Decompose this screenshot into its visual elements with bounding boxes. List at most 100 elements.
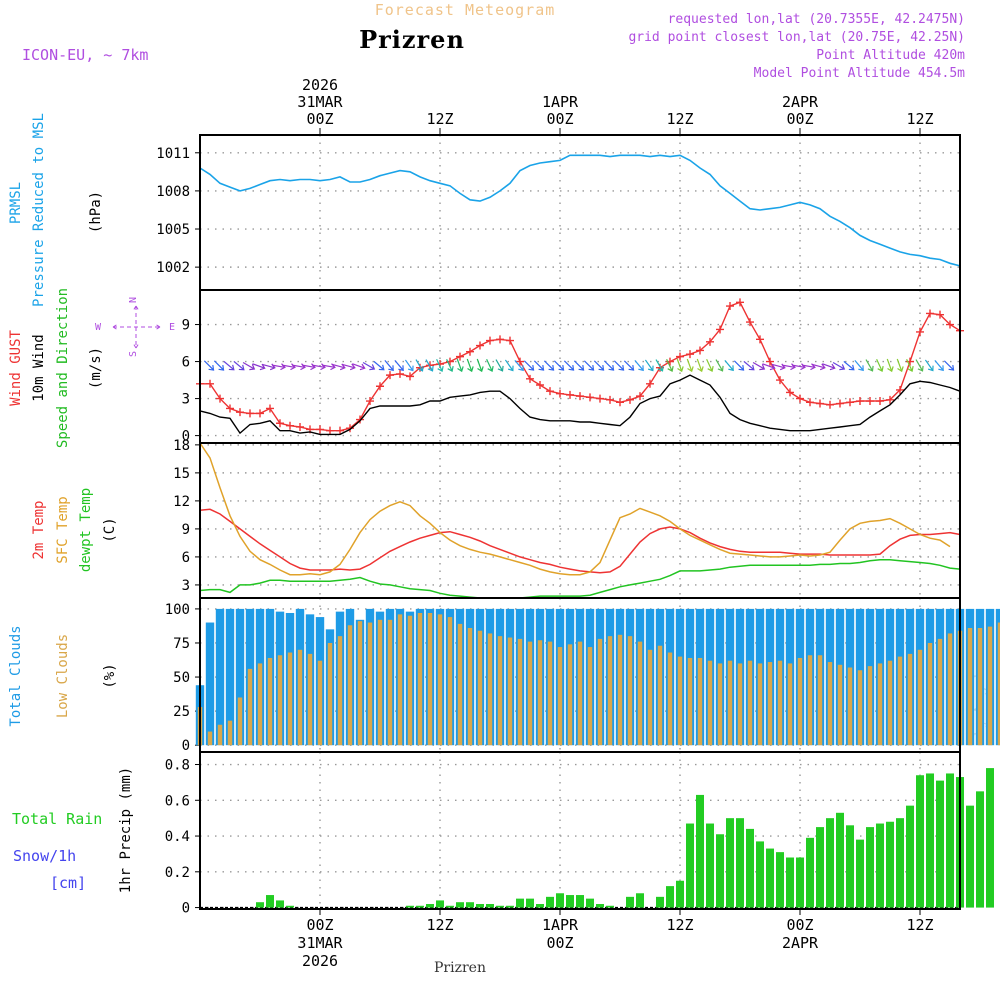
wind-arrow-icon [613, 360, 625, 371]
wind-arrow-stroke [573, 360, 585, 371]
gust-marker [936, 310, 944, 319]
wind-arrow-icon [906, 358, 914, 372]
bottom-time-label: 12Z [906, 916, 933, 934]
low-cloud-bar [807, 655, 813, 746]
wind-arrow-stroke [384, 359, 394, 372]
wind-arrow-icon [934, 359, 944, 372]
total-clouds-label: Total Clouds [8, 625, 24, 726]
low-cloud-bar [857, 670, 863, 746]
low-cloud-bar [267, 657, 273, 746]
wind-arrow-icon [623, 360, 635, 371]
rain-bar [256, 902, 264, 908]
low-cloud-bar [517, 638, 523, 746]
model-name: ICON-EU, ~ 7km [22, 46, 148, 64]
gust-marker [916, 327, 924, 336]
low-clouds-label: Low Clouds [55, 634, 71, 718]
rain-bar [866, 827, 874, 908]
wind-arrow-icon [715, 359, 724, 372]
wind-arrow-icon [733, 360, 745, 371]
wind-direction-label: Speed and Direction [55, 288, 71, 448]
gust-marker [706, 337, 714, 346]
wind-arrow-stroke [504, 359, 514, 372]
gust-marker [946, 320, 954, 329]
wind-arrow-stroke [456, 358, 464, 373]
compass-south: S [128, 351, 139, 357]
wind-arrow-stroke [213, 360, 225, 371]
wind-arrow-icon [644, 359, 654, 372]
rain-bar [896, 818, 904, 908]
dewpt-temp-line [199, 558, 961, 599]
gust-marker [736, 298, 744, 307]
low-cloud-bar [967, 627, 973, 746]
y-tick-label: 6 [182, 550, 190, 566]
y-tick-label: 18 [173, 438, 190, 454]
wind-arrow-stroke [446, 358, 454, 372]
low-cloud-bar [407, 615, 413, 746]
wind-arrow-icon [504, 359, 514, 372]
rain-bar [436, 900, 444, 908]
low-cloud-bar [907, 653, 913, 746]
rain-bar [816, 827, 824, 908]
wind-arrow-stroke [223, 360, 235, 371]
wind-arrow-stroke [394, 359, 404, 372]
wind-arrow-stroke [896, 358, 904, 373]
gust-marker [316, 425, 324, 434]
rain-bar [666, 886, 674, 908]
low-cloud-bar [467, 627, 473, 746]
gust-marker [786, 388, 794, 397]
requested-coords: requested lon,lat (20.7355E, 42.2475N) [668, 12, 965, 27]
gust-marker [776, 376, 784, 385]
gust-marker [596, 394, 604, 403]
wind-arrow-icon [762, 363, 776, 371]
gust-marker [506, 336, 514, 345]
wind-arrow-icon [634, 359, 644, 372]
rain-bar [876, 823, 884, 908]
total-cloud-bar [205, 622, 215, 746]
top-time-label: 2026 [302, 76, 338, 94]
y-tick-label: 0 [182, 738, 190, 754]
gust-marker [396, 369, 404, 378]
gust-marker [536, 381, 544, 390]
rain-bar [686, 823, 694, 908]
low-cloud-bar [827, 662, 833, 746]
gust-marker [466, 347, 474, 356]
gust-marker [726, 302, 734, 311]
low-cloud-bar [667, 652, 673, 746]
gust-marker [476, 341, 484, 350]
wind-arrow-icon [456, 358, 464, 373]
low-cloud-bar [767, 662, 773, 746]
gust-marker [676, 352, 684, 361]
gust-marker [516, 357, 524, 366]
wind-arrow-icon [666, 358, 674, 372]
wind-gust-label: Wind GUST [8, 330, 24, 406]
gust-marker [606, 395, 614, 404]
pressure-label-full: Pressure Reduced to MSL [31, 113, 47, 307]
rain-bar [736, 818, 744, 908]
low-cloud-bar [817, 655, 823, 746]
pressure-unit-label: (hPa) [88, 191, 104, 233]
low-cloud-bar [227, 720, 233, 746]
gust-marker [276, 419, 284, 428]
panel-frame [199, 751, 961, 910]
bottom-time-label: 12Z [426, 916, 453, 934]
low-cloud-bar [977, 627, 983, 746]
wind-arrow-icon [436, 358, 444, 372]
y-tick-label: 0 [182, 429, 190, 445]
gust-marker [866, 397, 874, 406]
low-cloud-bar [797, 657, 803, 746]
wind-arrow-icon [203, 360, 215, 371]
rain-bar [446, 905, 454, 908]
gust-marker [226, 404, 234, 413]
wind-arrow-icon [466, 358, 474, 373]
wind-unit-label: (m/s) [88, 347, 104, 389]
wind-arrow-stroke [666, 358, 674, 372]
low-cloud-bar [397, 614, 403, 746]
low-cloud-bar [327, 642, 333, 746]
wind-arrow-stroke [242, 361, 256, 371]
wind-arrow-stroke [523, 360, 535, 371]
wind-arrow-stroke [943, 360, 955, 371]
low-cloud-bar [787, 663, 793, 746]
wind-arrow-icon [523, 360, 535, 371]
rain-bar [936, 780, 944, 908]
